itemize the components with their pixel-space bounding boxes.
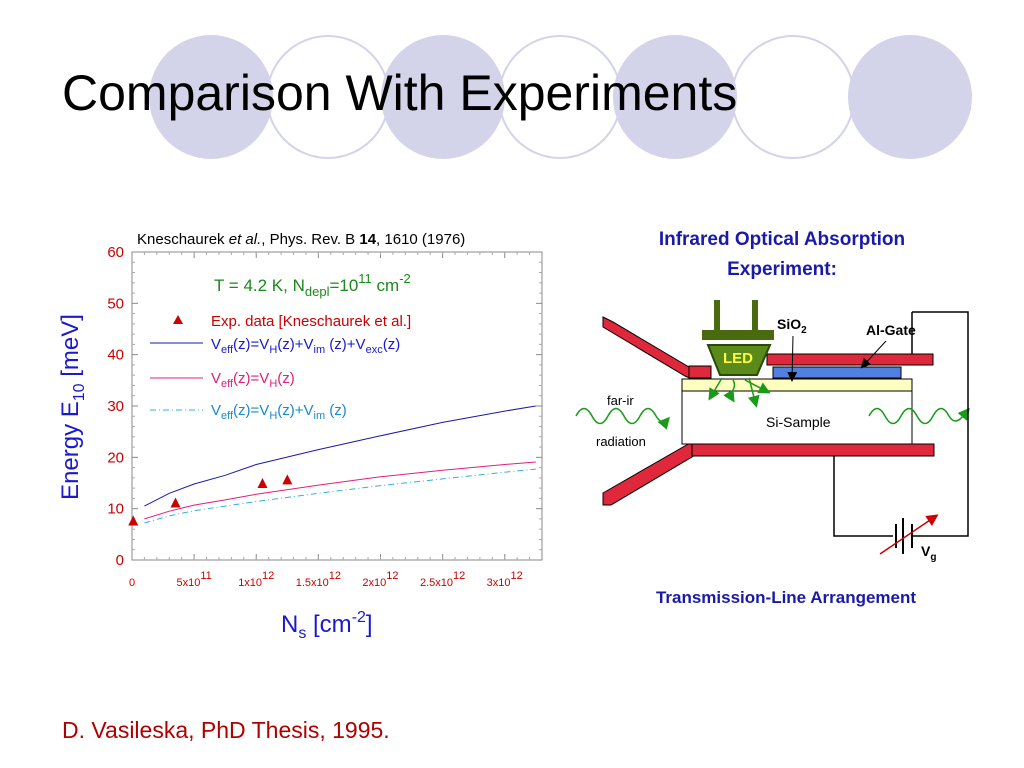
- variable-arrow: [879, 514, 939, 555]
- diagram-caption: Transmission-Line Arrangement: [656, 588, 916, 607]
- x-tick-label: 3x1012: [487, 570, 523, 589]
- sio2-layer: [681, 378, 913, 392]
- led-lead-right: [752, 300, 758, 336]
- radiation-label: radiation: [596, 434, 646, 449]
- lower-guide-plate: [691, 443, 935, 457]
- al-gate-label: Al-Gate: [866, 322, 916, 338]
- circuit-wire-right: [912, 311, 969, 537]
- far-ir-wave-out: [868, 407, 970, 425]
- diagram-title-line1: Infrared Optical Absorption: [659, 229, 905, 250]
- legend-label-exp: Exp. data [Kneschaurek et al.]: [211, 313, 411, 330]
- y-axis-label: Energy E10 [meV]: [57, 314, 88, 500]
- y-tick-label: 40: [107, 347, 124, 364]
- exp-data-point: [257, 478, 268, 489]
- led-housing: [706, 344, 772, 376]
- x-axis-label: Ns [cm-2]: [281, 609, 373, 642]
- experimental-points: [128, 474, 293, 526]
- y-tick-label: 20: [107, 449, 124, 466]
- series-line-2: [144, 461, 536, 520]
- legend-label-full: Veff(z)=VH(z)+Vim (z)+Vexc(z): [211, 336, 400, 356]
- led-emission-3: [744, 379, 771, 394]
- series-lines: [144, 405, 536, 524]
- x-tick-label: 2x1012: [362, 570, 398, 589]
- upper-guide-plate: [766, 353, 934, 366]
- decor-circle-1: [149, 35, 273, 159]
- al-gate: [772, 366, 902, 379]
- y-tick-label: 50: [107, 295, 124, 312]
- far-ir-wave-in: [575, 407, 670, 430]
- legend-marker-exp: [173, 315, 183, 324]
- chart-condition: T = 4.2 K, Ndepl=1011 cm-2: [214, 271, 411, 299]
- al-gate-arrow: [860, 340, 887, 369]
- upper-guide-stub: [688, 365, 712, 379]
- si-sample: [681, 390, 913, 445]
- y-tick-label: 30: [107, 398, 124, 415]
- series-line-1: [144, 405, 536, 507]
- lower-guide-diagonal: [602, 442, 698, 506]
- vg-label: Vg: [921, 543, 936, 563]
- exp-data-point: [170, 497, 181, 508]
- x-tick-label: 0: [129, 577, 135, 589]
- sio2-label: SiO2: [777, 316, 807, 336]
- x-tick-label: 2.5x1012: [420, 570, 465, 589]
- sio2-arrow: [787, 335, 798, 382]
- y-tick-label: 10: [107, 501, 124, 518]
- slide-title: Comparison With Experiments: [62, 65, 738, 121]
- exp-data-point: [282, 474, 293, 485]
- chart-citation: Kneschaurek et al., Phys. Rev. B 14, 161…: [137, 231, 465, 248]
- led-base: [702, 330, 774, 340]
- led-lead-left: [714, 300, 720, 336]
- x-tick-label: 1x1012: [238, 570, 274, 589]
- slide-footer: D. Vasileska, PhD Thesis, 1995.: [62, 717, 390, 743]
- decor-circle-3: [381, 35, 505, 159]
- diagram-title-line2: Experiment:: [727, 259, 837, 280]
- series-line-3: [144, 468, 536, 524]
- led-emission-2: [723, 379, 736, 403]
- decor-circle-5: [613, 35, 737, 159]
- circuit-wire-left: [833, 456, 893, 537]
- far-ir-label: far-ir: [607, 393, 634, 408]
- legend-label-h: Veff(z)=VH(z): [211, 370, 295, 390]
- energy-chart: Kneschaurek et al., Phys. Rev. B 14, 161…: [57, 231, 543, 642]
- y-tick-label: 60: [107, 244, 124, 261]
- y-tick-label: 0: [116, 552, 124, 569]
- led-label: LED: [723, 350, 753, 367]
- experiment-diagram: Infrared Optical Absorption Experiment: …: [575, 229, 970, 607]
- decor-circle-7: [848, 35, 972, 159]
- led-emission-1: [708, 377, 723, 401]
- legend-label-him: Veff(z)=VH(z)+Vim (z): [211, 402, 347, 422]
- led-emission-4: [747, 377, 760, 408]
- x-tick-label: 1.5x1012: [296, 570, 341, 589]
- chart-legend: Exp. data [Kneschaurek et al.] Veff(z)=V…: [150, 313, 411, 422]
- exp-data-point: [128, 515, 139, 526]
- upper-guide-diagonal: [602, 316, 695, 381]
- x-tick-label: 5x1011: [176, 570, 211, 589]
- x-axis: 0 5x1011 1x1012 1.5x1012 2x1012 2.5x1012 3x101…: [129, 252, 531, 589]
- sample-label: Si-Sample: [766, 414, 831, 430]
- y-axis: 0 10 20 30 40 50 60: [107, 244, 542, 569]
